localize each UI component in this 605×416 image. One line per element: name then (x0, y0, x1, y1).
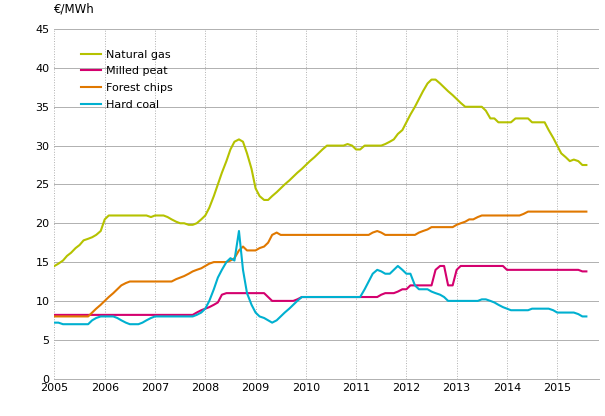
Milled peat (248, 291, 255, 296)
Hard coal (59, 322, 67, 327)
Hard coal (277, 314, 284, 319)
Hard coal (336, 295, 343, 300)
Natural gas (583, 163, 590, 168)
Line: Milled peat: Milled peat (54, 266, 586, 315)
Natural gas (428, 77, 435, 82)
Forest chips (508, 213, 515, 218)
Milled peat (436, 263, 443, 268)
Forest chips (525, 209, 532, 214)
Milled peat (583, 269, 590, 274)
Milled peat (269, 298, 276, 303)
Line: Forest chips: Forest chips (54, 212, 586, 317)
Milled peat (180, 312, 188, 317)
Natural gas (248, 166, 255, 171)
Hard coal (583, 314, 590, 319)
Natural gas (327, 143, 335, 148)
Hard coal (235, 228, 243, 233)
Natural gas (51, 263, 58, 268)
Forest chips (248, 248, 255, 253)
Line: Natural gas: Natural gas (54, 79, 586, 266)
Hard coal (516, 308, 523, 313)
Forest chips (327, 233, 335, 238)
Forest chips (583, 209, 590, 214)
Hard coal (185, 314, 192, 319)
Forest chips (562, 209, 569, 214)
Line: Hard coal: Hard coal (54, 231, 586, 324)
Forest chips (180, 274, 188, 279)
Natural gas (512, 116, 519, 121)
Natural gas (269, 193, 276, 198)
Milled peat (327, 295, 335, 300)
Milled peat (51, 312, 58, 317)
Forest chips (269, 233, 276, 238)
Milled peat (512, 267, 519, 272)
Text: €/MWh: €/MWh (54, 2, 95, 15)
Legend: Natural gas, Milled peat, Forest chips, Hard coal: Natural gas, Milled peat, Forest chips, … (76, 45, 177, 114)
Milled peat (562, 267, 569, 272)
Forest chips (51, 314, 58, 319)
Hard coal (51, 320, 58, 325)
Natural gas (180, 221, 188, 226)
Hard coal (256, 314, 263, 319)
Hard coal (566, 310, 574, 315)
Natural gas (562, 155, 569, 160)
